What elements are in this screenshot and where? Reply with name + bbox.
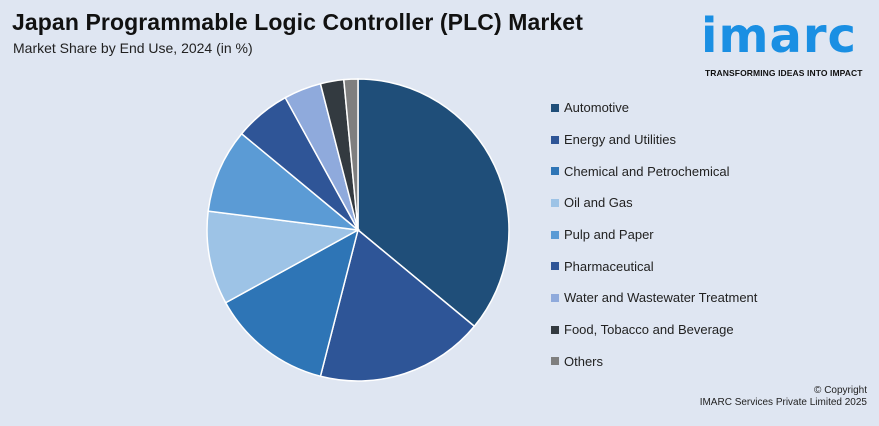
legend-label: Food, Tobacco and Beverage [564, 322, 734, 338]
pie-slice-pulp-and-paper [207, 132, 361, 232]
legend-item: Oil and Gas [551, 187, 757, 219]
legend-swatch [551, 103, 559, 112]
legend-swatch [551, 167, 559, 176]
legend-label: Pharmaceutical [564, 258, 654, 274]
imarc-logo: imarc TRANSFORMING IDEAS INTO IMPACT [701, 8, 873, 80]
legend-label: Oil and Gas [564, 195, 633, 211]
legend-item: Others [551, 346, 757, 378]
legend-item: Water and Wastewater Treatment [551, 282, 757, 314]
legend-label: Chemical and Petrochemical [564, 163, 730, 179]
pie-slice-others [342, 78, 359, 231]
legend-item: Pharmaceutical [551, 250, 757, 282]
legend-swatch [551, 135, 559, 144]
legend-swatch [551, 357, 559, 366]
legend-swatch [551, 262, 559, 271]
copyright: © Copyright IMARC Services Private Limit… [700, 385, 867, 409]
chart-legend: Automotive Energy and Utilities Chemical a… [551, 92, 757, 377]
legend-swatch [551, 325, 559, 334]
legend-label: Others [564, 353, 604, 369]
legend-swatch [551, 198, 559, 207]
pie-chart [206, 78, 510, 382]
legend-item: Energy and Utilities [551, 124, 757, 156]
copyright-line-1: © Copyright [814, 385, 867, 396]
pie-slice-chemical-and-petrochemical [224, 228, 360, 378]
legend-item: Food, Tobacco and Beverage [551, 314, 757, 346]
pie-slice-oil-and-gas [206, 210, 361, 304]
legend-label: Pulp and Paper [564, 227, 654, 243]
legend-swatch [551, 230, 559, 239]
pie-slice-energy-and-utilities [319, 228, 476, 382]
legend-label: Automotive [564, 100, 630, 116]
copyright-line-2: IMARC Services Private Limited 2025 [699, 397, 867, 408]
chart-subtitle: Market Share by End Use, 2024 (in %) [13, 40, 253, 56]
legend-label: Water and Wastewater Treatment [564, 290, 758, 306]
legend-label: Energy and Utilities [564, 132, 676, 148]
logo-tagline: TRANSFORMING IDEAS INTO IMPACT [705, 68, 863, 78]
legend-swatch [551, 293, 559, 302]
legend-item: Pulp and Paper [551, 219, 757, 251]
logo-text: imarc [701, 8, 857, 64]
legend-item: Chemical and Petrochemical [551, 155, 757, 187]
legend-item: Automotive [551, 92, 757, 124]
chart-title: Japan Programmable Logic Controller (PLC… [12, 9, 583, 35]
pie-slice-automotive [357, 78, 510, 328]
